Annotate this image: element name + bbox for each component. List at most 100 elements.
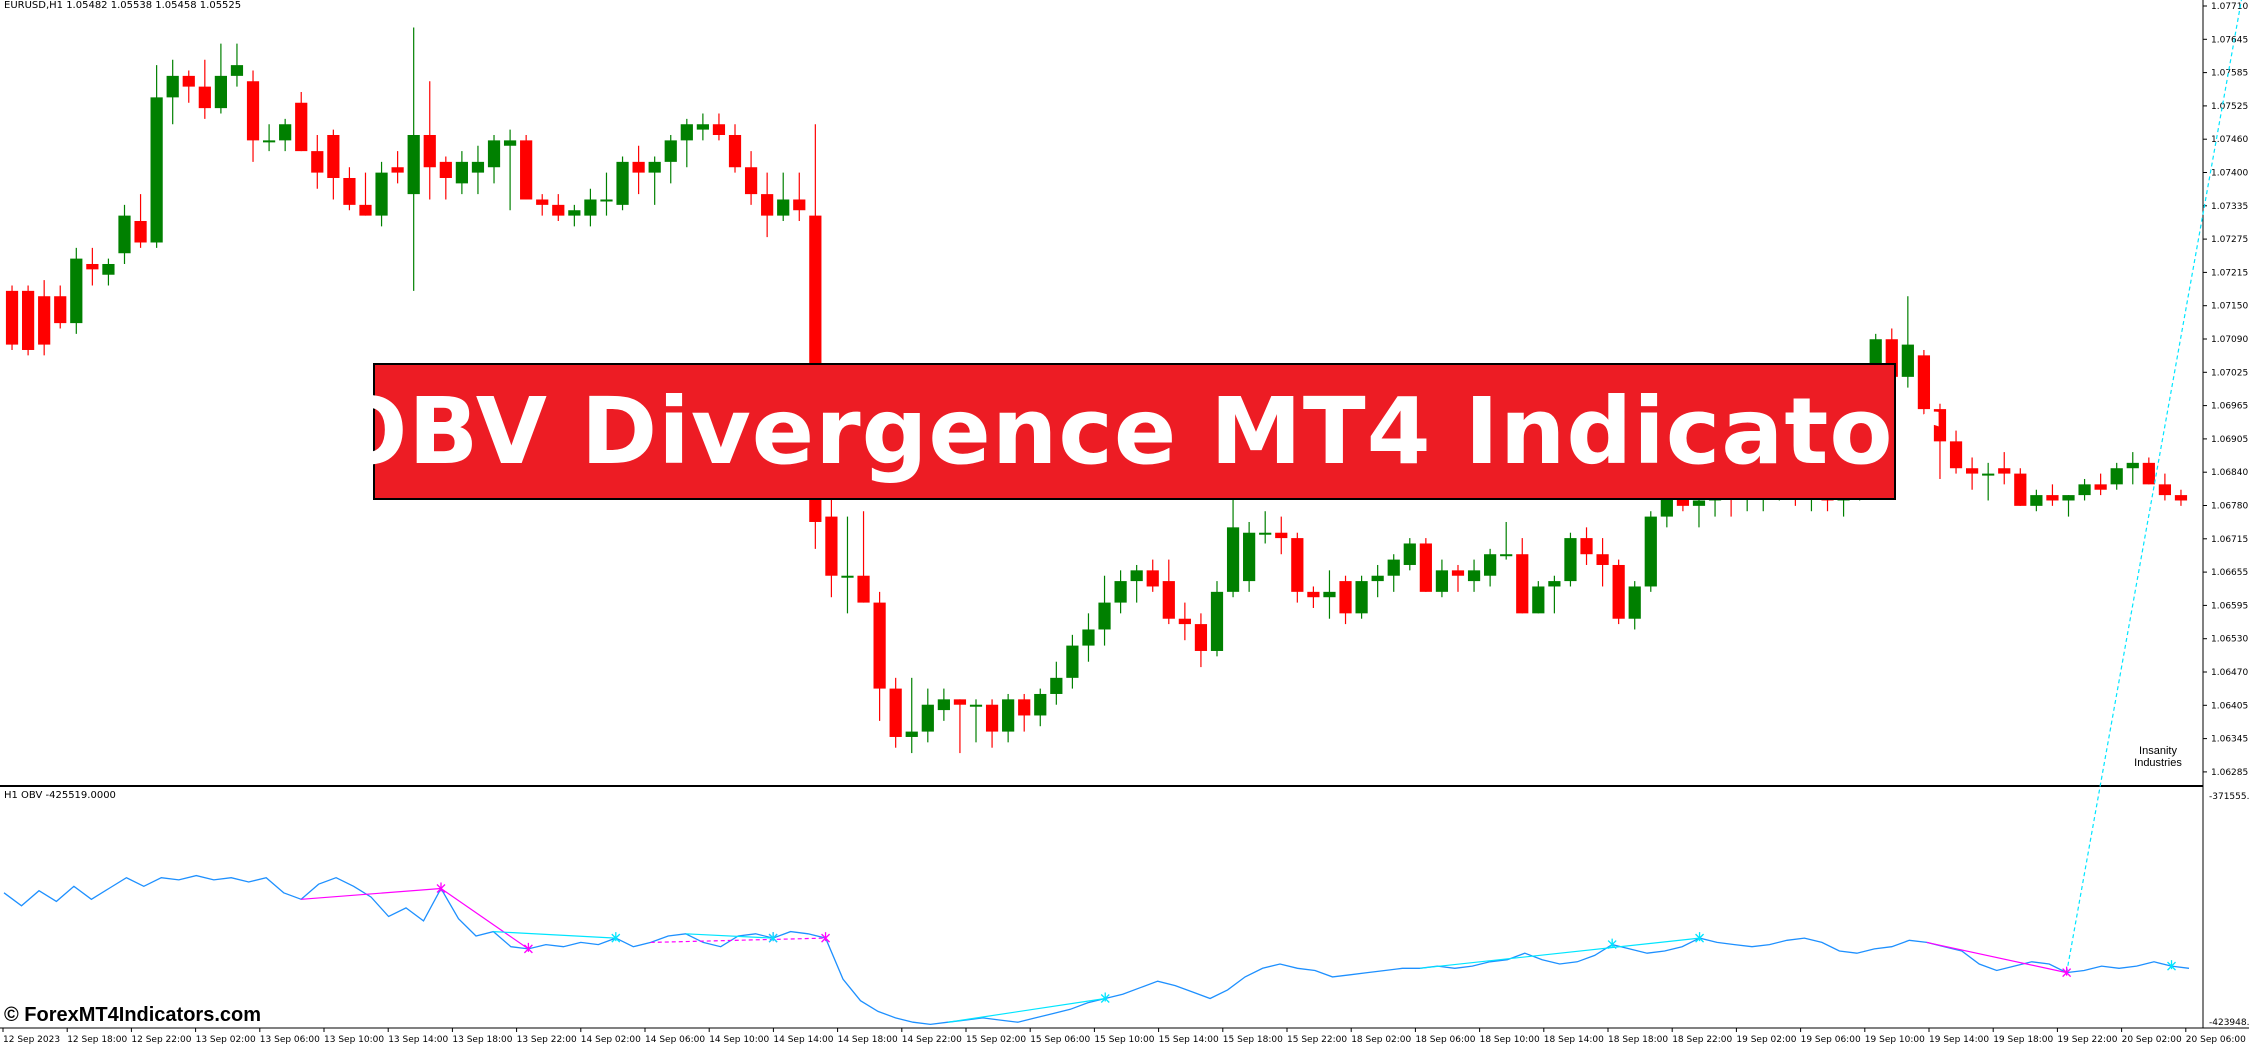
bullish-divergence-line xyxy=(947,997,1106,1023)
price-tick-label: 1.07400 xyxy=(2211,169,2248,179)
time-tick-label: 20 Sep 06:00 xyxy=(2186,1035,2246,1045)
bull-candle xyxy=(1098,602,1111,630)
bear-candle xyxy=(1580,538,1593,555)
bull-candle xyxy=(616,161,629,205)
bull-candle xyxy=(1323,591,1336,598)
bullish-arrow-icon xyxy=(611,932,621,943)
bull-candle xyxy=(1403,543,1416,565)
obv-tick-label: -423948.5 xyxy=(2209,1018,2249,1028)
bear-candle xyxy=(2014,473,2027,506)
bull-candle xyxy=(937,699,950,711)
time-tick-label: 13 Sep 22:00 xyxy=(517,1035,577,1045)
bull-candle xyxy=(777,199,790,216)
bullish-divergence-line xyxy=(2066,0,2243,973)
bear-candle xyxy=(520,140,533,200)
bull-candle xyxy=(455,161,468,184)
bearish-divergence-line xyxy=(440,888,529,950)
time-tick-label: 18 Sep 18:00 xyxy=(1608,1035,1668,1045)
bear-candle xyxy=(1275,532,1288,539)
time-tick-label: 14 Sep 10:00 xyxy=(709,1035,769,1045)
price-tick-label: 1.07335 xyxy=(2211,202,2248,212)
bear-candle xyxy=(889,688,902,737)
bull-candle xyxy=(2078,484,2091,496)
bull-candle xyxy=(1002,699,1015,732)
bull-candle xyxy=(1050,677,1063,694)
bear-candle xyxy=(311,151,324,173)
bear-candle xyxy=(1018,699,1031,716)
bear-candle xyxy=(86,263,99,270)
bull-candle xyxy=(166,75,179,98)
bull-candle xyxy=(1226,527,1240,592)
bull-candle xyxy=(1548,581,1561,587)
bear-candle xyxy=(1178,618,1191,625)
bearish-arrow-icon xyxy=(821,932,831,943)
banner-title: OBV Divergence MT4 Indicator xyxy=(329,378,1940,485)
bull-candle xyxy=(648,161,661,173)
bull-candle xyxy=(118,215,131,254)
bullish-arrow-icon xyxy=(1695,932,1705,943)
bear-candle xyxy=(198,86,211,109)
bull-candle xyxy=(921,704,934,732)
bull-candle xyxy=(1082,629,1095,646)
price-tick-label: 1.06965 xyxy=(2211,402,2248,412)
price-tick-label: 1.06530 xyxy=(2211,635,2248,645)
bear-candle xyxy=(761,194,774,216)
bear-candle xyxy=(2046,495,2059,501)
bear-candle xyxy=(1451,570,1465,576)
bull-candle xyxy=(1130,570,1143,582)
bull-candle xyxy=(696,124,709,130)
price-tick-label: 1.06905 xyxy=(2211,435,2248,445)
logo-line1: Insanity xyxy=(2139,745,2177,757)
bear-candle xyxy=(1998,468,2011,474)
price-tick-label: 1.07460 xyxy=(2211,135,2248,145)
bear-candle xyxy=(38,296,51,345)
bear-candle xyxy=(536,199,549,205)
time-tick-label: 12 Sep 22:00 xyxy=(131,1035,191,1045)
price-tick-label: 1.06840 xyxy=(2211,468,2248,478)
price-tick-label: 1.07645 xyxy=(2211,35,2248,45)
time-tick-label: 18 Sep 14:00 xyxy=(1544,1035,1604,1045)
price-tick-label: 1.07025 xyxy=(2211,368,2248,378)
symbol-info: EURUSD,H1 1.05482 1.05538 1.05458 1.0552… xyxy=(4,0,242,11)
time-tick-label: 13 Sep 18:00 xyxy=(452,1035,512,1045)
time-tick-label: 19 Sep 06:00 xyxy=(1801,1035,1861,1045)
bull-candle xyxy=(1644,516,1657,587)
time-tick-label: 19 Sep 10:00 xyxy=(1865,1035,1925,1045)
bear-candle xyxy=(1516,554,1529,614)
time-tick-label: 15 Sep 02:00 xyxy=(966,1035,1026,1045)
price-tick-label: 1.06655 xyxy=(2211,568,2248,578)
bear-candle xyxy=(423,134,436,168)
bull-candle xyxy=(70,258,83,324)
bull-candle xyxy=(1484,554,1497,576)
bull-candle xyxy=(471,161,485,173)
obv-indicator-info: H1 OBV -425519.0000 xyxy=(4,790,116,801)
time-tick-label: 15 Sep 22:00 xyxy=(1287,1035,1347,1045)
bull-candle xyxy=(279,124,292,141)
bear-candle xyxy=(793,199,806,211)
bull-candle xyxy=(1435,570,1449,592)
obv-tick-label: -371555.5 xyxy=(2209,792,2249,802)
bear-candle xyxy=(1162,581,1175,619)
bear-candle xyxy=(873,602,886,689)
bull-candle xyxy=(230,65,244,76)
bear-candle xyxy=(712,124,726,135)
time-tick-label: 14 Sep 22:00 xyxy=(902,1035,962,1045)
time-tick-label: 15 Sep 06:00 xyxy=(1030,1035,1090,1045)
bear-candle xyxy=(1291,538,1304,592)
bear-candle xyxy=(2174,495,2188,501)
bear-candle xyxy=(1917,355,1931,410)
bear-candle xyxy=(439,161,452,178)
bull-candle xyxy=(2110,468,2123,485)
price-tick-label: 1.06405 xyxy=(2211,701,2248,711)
bull-candle xyxy=(2030,495,2043,506)
bear-candle xyxy=(1966,468,1979,474)
bull-candle xyxy=(487,140,501,168)
bear-candle xyxy=(1596,554,1609,565)
bear-candle xyxy=(1307,591,1320,598)
bull-candle xyxy=(1243,532,1256,582)
bull-candle xyxy=(905,731,918,737)
bearish-arrow-icon xyxy=(523,942,533,954)
bear-candle xyxy=(5,290,19,345)
price-tick-label: 1.07215 xyxy=(2211,268,2248,278)
